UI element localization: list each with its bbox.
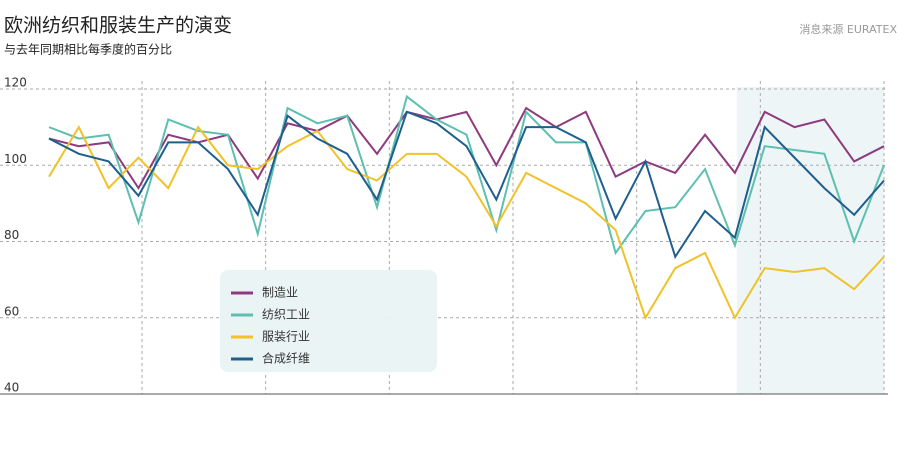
y-tick-label: 100 xyxy=(4,152,27,166)
highlight-region xyxy=(736,87,884,394)
series-line xyxy=(48,106,885,191)
legend-box xyxy=(220,270,437,372)
series-line xyxy=(48,125,885,321)
y-tick-label: 120 xyxy=(4,76,27,90)
legend-label: 服装行业 xyxy=(262,330,310,344)
y-tick-label: 60 xyxy=(4,304,19,318)
chart-title: 欧洲纺织和服装生产的演变 xyxy=(4,15,232,37)
legend-label: 纺织工业 xyxy=(262,308,310,322)
y-tick-label: 80 xyxy=(4,228,19,242)
series-line xyxy=(48,110,885,260)
series-line xyxy=(48,94,885,256)
y-tick-label: 40 xyxy=(4,381,19,395)
chart-subtitle: 与去年同期相比每季度的百分比 xyxy=(4,42,172,57)
legend-label: 合成纤维 xyxy=(262,351,310,366)
source: 消息来源 EURATEX xyxy=(799,22,897,36)
legend-label: 制造业 xyxy=(262,286,298,300)
